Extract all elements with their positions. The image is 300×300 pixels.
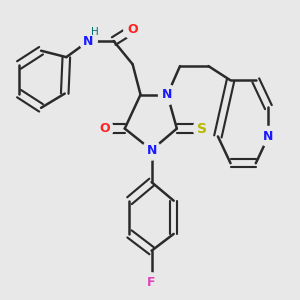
Circle shape	[80, 31, 97, 51]
Text: N: N	[162, 88, 172, 101]
Circle shape	[143, 273, 160, 293]
Text: S: S	[197, 122, 207, 136]
Text: N: N	[146, 143, 157, 157]
Circle shape	[260, 126, 277, 146]
Text: O: O	[127, 23, 138, 36]
Text: N: N	[83, 34, 94, 48]
Circle shape	[124, 19, 142, 39]
Circle shape	[143, 140, 160, 160]
Circle shape	[158, 85, 176, 105]
Circle shape	[95, 118, 113, 139]
Text: N: N	[263, 130, 274, 143]
Text: H: H	[92, 27, 99, 37]
Circle shape	[193, 118, 211, 139]
Text: F: F	[147, 276, 156, 290]
Text: O: O	[99, 122, 110, 135]
